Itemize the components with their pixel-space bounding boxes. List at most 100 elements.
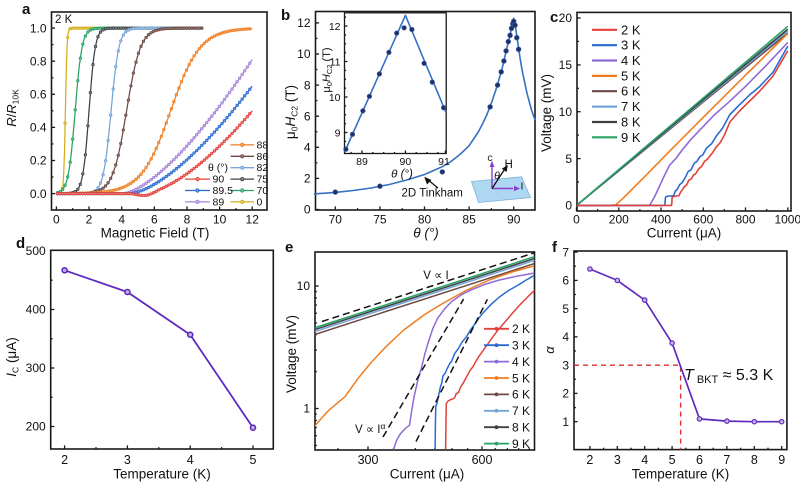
- svg-text:Voltage (mV): Voltage (mV): [539, 74, 554, 152]
- svg-text:70: 70: [329, 213, 343, 227]
- svg-text:0.0: 0.0: [30, 187, 47, 201]
- svg-text:6 K: 6 K: [512, 388, 530, 402]
- svg-text:b: b: [281, 7, 290, 24]
- svg-text:5: 5: [669, 453, 676, 467]
- svg-text:9 K: 9 K: [621, 130, 641, 145]
- svg-text:90: 90: [507, 213, 521, 227]
- svg-text:5: 5: [562, 302, 569, 316]
- svg-text:600: 600: [472, 453, 493, 467]
- svg-text:88: 88: [257, 139, 269, 151]
- svg-text:1.0: 1.0: [30, 21, 47, 35]
- svg-text:θ: θ: [494, 170, 500, 182]
- svg-text:200: 200: [609, 213, 629, 227]
- svg-text:4: 4: [641, 453, 648, 467]
- svg-text:75: 75: [373, 213, 387, 227]
- svg-text:10: 10: [297, 279, 311, 293]
- svg-text:12: 12: [246, 213, 260, 227]
- svg-text:85: 85: [462, 213, 476, 227]
- svg-text:10: 10: [329, 92, 341, 104]
- svg-text:5 K: 5 K: [621, 68, 641, 83]
- svg-text:0.8: 0.8: [30, 54, 47, 68]
- svg-text:0: 0: [53, 213, 60, 227]
- svg-text:4: 4: [304, 141, 311, 155]
- svg-text:7: 7: [562, 245, 569, 259]
- svg-text:12: 12: [297, 16, 311, 30]
- svg-text:a: a: [22, 1, 31, 18]
- svg-text:2: 2: [61, 453, 68, 467]
- svg-text:4 K: 4 K: [512, 355, 530, 369]
- svg-text:0.4: 0.4: [30, 121, 47, 135]
- svg-text:0: 0: [304, 203, 311, 217]
- svg-text:82: 82: [257, 162, 269, 174]
- svg-text:6: 6: [151, 213, 158, 227]
- svg-text:300: 300: [358, 453, 379, 467]
- svg-text:10: 10: [297, 47, 311, 61]
- svg-text:1: 1: [303, 402, 310, 416]
- svg-text:μ0HC2 (T): μ0HC2 (T): [283, 85, 300, 139]
- svg-text:0.6: 0.6: [30, 88, 47, 102]
- svg-text:7 K: 7 K: [621, 99, 641, 114]
- svg-text:3 K: 3 K: [621, 38, 641, 53]
- svg-text:IC (μA): IC (μA): [4, 337, 21, 376]
- svg-text:90: 90: [213, 174, 225, 186]
- svg-text:2 K: 2 K: [621, 22, 641, 37]
- svg-text:70: 70: [257, 185, 269, 197]
- svg-text:Voltage (mV): Voltage (mV): [284, 315, 299, 393]
- svg-text:6: 6: [696, 453, 703, 467]
- svg-text:600: 600: [693, 213, 713, 227]
- svg-text:Current (μA): Current (μA): [390, 467, 465, 482]
- svg-text:11: 11: [330, 56, 341, 68]
- svg-text:7: 7: [723, 453, 730, 467]
- svg-text:V ∝ Iα: V ∝ Iα: [355, 421, 385, 436]
- svg-text:6 K: 6 K: [621, 84, 641, 99]
- svg-text:α: α: [542, 346, 557, 354]
- svg-text:10: 10: [559, 105, 573, 119]
- svg-text:2D Tinkham: 2D Tinkham: [402, 188, 463, 200]
- svg-text:7 K: 7 K: [512, 404, 530, 418]
- svg-text:9 K: 9 K: [512, 437, 530, 451]
- svg-text:c: c: [487, 152, 492, 164]
- svg-text:8 K: 8 K: [621, 115, 641, 130]
- svg-text:91: 91: [438, 156, 450, 168]
- svg-text:5 K: 5 K: [512, 371, 530, 385]
- svg-text:2 K: 2 K: [55, 14, 73, 26]
- svg-text:89.5: 89.5: [213, 185, 234, 197]
- svg-text:4: 4: [118, 213, 125, 227]
- svg-text:3: 3: [562, 358, 569, 372]
- svg-text:0.2: 0.2: [30, 154, 47, 168]
- svg-text:4: 4: [562, 330, 569, 344]
- svg-text:c: c: [550, 9, 558, 26]
- svg-text:θ (°): θ (°): [391, 169, 413, 181]
- svg-text:8: 8: [184, 213, 191, 227]
- svg-text:8: 8: [304, 78, 311, 92]
- svg-text:1000: 1000: [774, 213, 800, 227]
- svg-text:V ∝ I: V ∝ I: [423, 270, 448, 282]
- svg-text:4 K: 4 K: [621, 53, 641, 68]
- svg-text:2 K: 2 K: [512, 322, 530, 336]
- svg-text:H: H: [505, 159, 513, 171]
- svg-text:5: 5: [565, 152, 572, 166]
- svg-text:12: 12: [329, 21, 341, 33]
- svg-text:90: 90: [400, 156, 412, 168]
- svg-text:10: 10: [213, 213, 227, 227]
- svg-text:Magnetic Field (T): Magnetic Field (T): [101, 226, 210, 241]
- svg-text:3: 3: [614, 453, 621, 467]
- svg-text:4: 4: [187, 453, 194, 467]
- svg-text:89: 89: [356, 156, 368, 168]
- svg-text:20: 20: [559, 11, 573, 25]
- svg-text:θ (°): θ (°): [413, 226, 438, 241]
- svg-text:9: 9: [335, 127, 341, 139]
- svg-text:8 K: 8 K: [512, 421, 530, 435]
- svg-text:400: 400: [26, 303, 46, 317]
- svg-text:80: 80: [418, 213, 432, 227]
- svg-text:800: 800: [735, 213, 755, 227]
- svg-text:0: 0: [257, 196, 263, 208]
- svg-text:75: 75: [257, 174, 269, 186]
- svg-text:2: 2: [304, 172, 311, 186]
- svg-text:2: 2: [86, 213, 93, 227]
- svg-text:8: 8: [751, 453, 758, 467]
- svg-text:Temperature (K): Temperature (K): [113, 467, 211, 482]
- svg-text:5: 5: [250, 453, 257, 467]
- svg-text:f: f: [552, 239, 558, 256]
- svg-text:500: 500: [26, 244, 46, 258]
